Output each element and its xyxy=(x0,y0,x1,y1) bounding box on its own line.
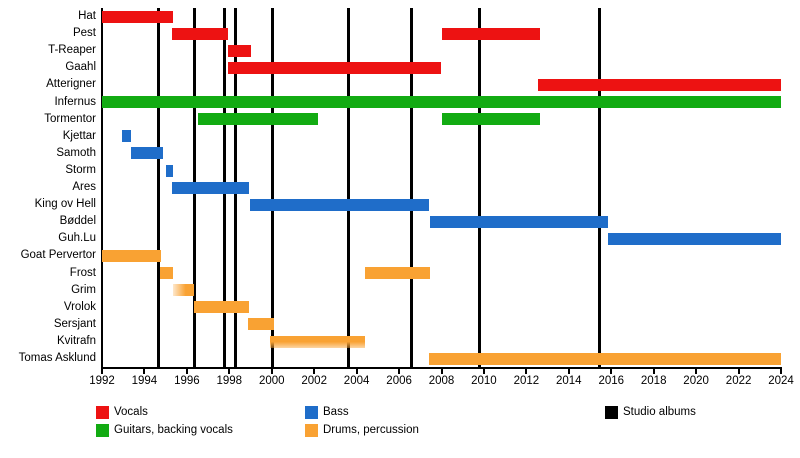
x-axis-tick xyxy=(482,369,485,374)
studio-album-line xyxy=(478,8,482,367)
timeline-bar xyxy=(102,96,781,108)
member-label: Kjettar xyxy=(62,129,96,142)
x-axis-tick-label: 2012 xyxy=(513,375,540,387)
timeline-bar xyxy=(428,352,781,365)
legend-label-studio-albums: Studio albums xyxy=(623,406,696,418)
x-axis-tick-label: 1994 xyxy=(131,375,158,387)
member-label: Guh.Lu xyxy=(58,232,96,245)
x-axis-tick xyxy=(652,369,655,374)
timeline-bar xyxy=(269,335,366,348)
legend-label-bass: Bass xyxy=(323,406,349,418)
studio-album-line xyxy=(156,8,160,367)
timeline-bar xyxy=(130,147,164,160)
x-axis-tick xyxy=(610,369,613,374)
member-label: Infernus xyxy=(54,95,96,108)
guitars-swatch-icon xyxy=(96,424,109,437)
x-axis-tick-label: 2000 xyxy=(259,375,285,387)
x-axis-tick-label: 2014 xyxy=(556,375,582,387)
timeline-bar xyxy=(172,181,250,194)
x-axis-tick-label: 2016 xyxy=(598,375,625,387)
timeline-bar xyxy=(228,61,442,74)
member-label: Ares xyxy=(72,181,96,193)
studio-album-line xyxy=(346,8,350,367)
drums-swatch-icon xyxy=(305,424,318,437)
legend-label-guitars: Guitars, backing vocals xyxy=(114,424,233,436)
x-axis-tick xyxy=(695,369,698,374)
x-axis-tick xyxy=(313,369,316,374)
timeline-bar xyxy=(228,44,251,57)
member-label: Goat Pervertor xyxy=(20,249,96,262)
legend-label-vocals: Vocals xyxy=(114,406,148,418)
x-axis-tick xyxy=(185,369,188,374)
vocals-swatch-icon xyxy=(96,406,109,419)
studio-album-line xyxy=(598,8,602,367)
member-label: Gaahl xyxy=(65,61,96,74)
studio-albums-swatch-icon xyxy=(605,406,618,419)
x-axis-tick-label: 2008 xyxy=(428,375,455,387)
x-axis-tick-label: 1998 xyxy=(216,375,243,387)
studio-album-line xyxy=(410,8,414,367)
x-axis-tick-label: 2024 xyxy=(768,375,794,387)
member-label: Tormentor xyxy=(44,112,96,125)
bass-swatch-icon xyxy=(305,406,318,419)
x-axis-tick-label: 2006 xyxy=(386,375,412,387)
x-axis-tick xyxy=(567,369,570,374)
x-axis-tick-label: 2020 xyxy=(683,375,709,387)
x-axis-tick-label: 1996 xyxy=(174,375,200,387)
member-label: Tomas Asklund xyxy=(18,352,96,364)
x-axis-tick xyxy=(355,369,358,374)
timeline-bar xyxy=(172,27,229,40)
timeline-bar xyxy=(102,250,162,262)
x-axis-tick xyxy=(228,369,231,374)
x-axis-tick-label: 2022 xyxy=(725,375,752,387)
member-label: Samoth xyxy=(56,146,96,159)
legend-label-drums: Drums, percussion xyxy=(323,424,419,436)
studio-album-line xyxy=(271,8,275,367)
member-label: Pest xyxy=(72,27,96,40)
timeline-bar xyxy=(173,284,195,297)
x-axis-tick xyxy=(525,369,528,374)
member-label: King ov Hell xyxy=(34,198,96,211)
x-axis-tick xyxy=(440,369,443,374)
member-label: Sersjant xyxy=(53,317,96,330)
x-axis-tick-label: 2004 xyxy=(343,375,370,387)
member-label: Storm xyxy=(65,163,96,176)
timeline-bar xyxy=(194,301,250,314)
timeline-bar xyxy=(197,113,319,126)
x-axis-tick xyxy=(780,369,782,374)
timeline-bar xyxy=(249,198,429,211)
timeline-bar xyxy=(165,164,174,177)
x-axis-tick-label: 2018 xyxy=(640,375,667,387)
x-axis-tick xyxy=(143,369,146,374)
member-label: Atterigner xyxy=(46,78,96,91)
x-axis-tick-label: 2002 xyxy=(301,375,327,387)
timeline-bar xyxy=(102,10,174,23)
x-axis-tick xyxy=(398,369,401,374)
member-label: Grim xyxy=(71,283,96,296)
member-label: Hat xyxy=(78,10,96,22)
timeline-bar xyxy=(538,79,781,91)
x-axis-line xyxy=(101,367,782,369)
timeline-bar xyxy=(122,130,131,143)
member-label: Kvitrafn xyxy=(57,334,96,347)
x-axis-tick-label: 1992 xyxy=(89,375,115,387)
x-axis-tick xyxy=(270,369,273,374)
timeline-bar xyxy=(160,267,174,280)
member-label: Vrolok xyxy=(63,300,96,313)
member-label: Bøddel xyxy=(59,215,96,228)
x-axis-tick-label: 2010 xyxy=(471,375,497,387)
timeline-bar xyxy=(365,267,430,280)
timeline-bar xyxy=(441,27,541,40)
timeline-bar xyxy=(441,113,541,126)
x-axis-tick xyxy=(101,369,103,374)
timeline-bar xyxy=(429,215,608,228)
member-label: T-Reaper xyxy=(48,44,96,57)
timeline-bar xyxy=(608,232,781,245)
member-label: Frost xyxy=(69,266,96,279)
x-axis-tick xyxy=(737,369,740,374)
plot-left-border xyxy=(101,8,103,367)
timeline-bar xyxy=(248,318,274,331)
